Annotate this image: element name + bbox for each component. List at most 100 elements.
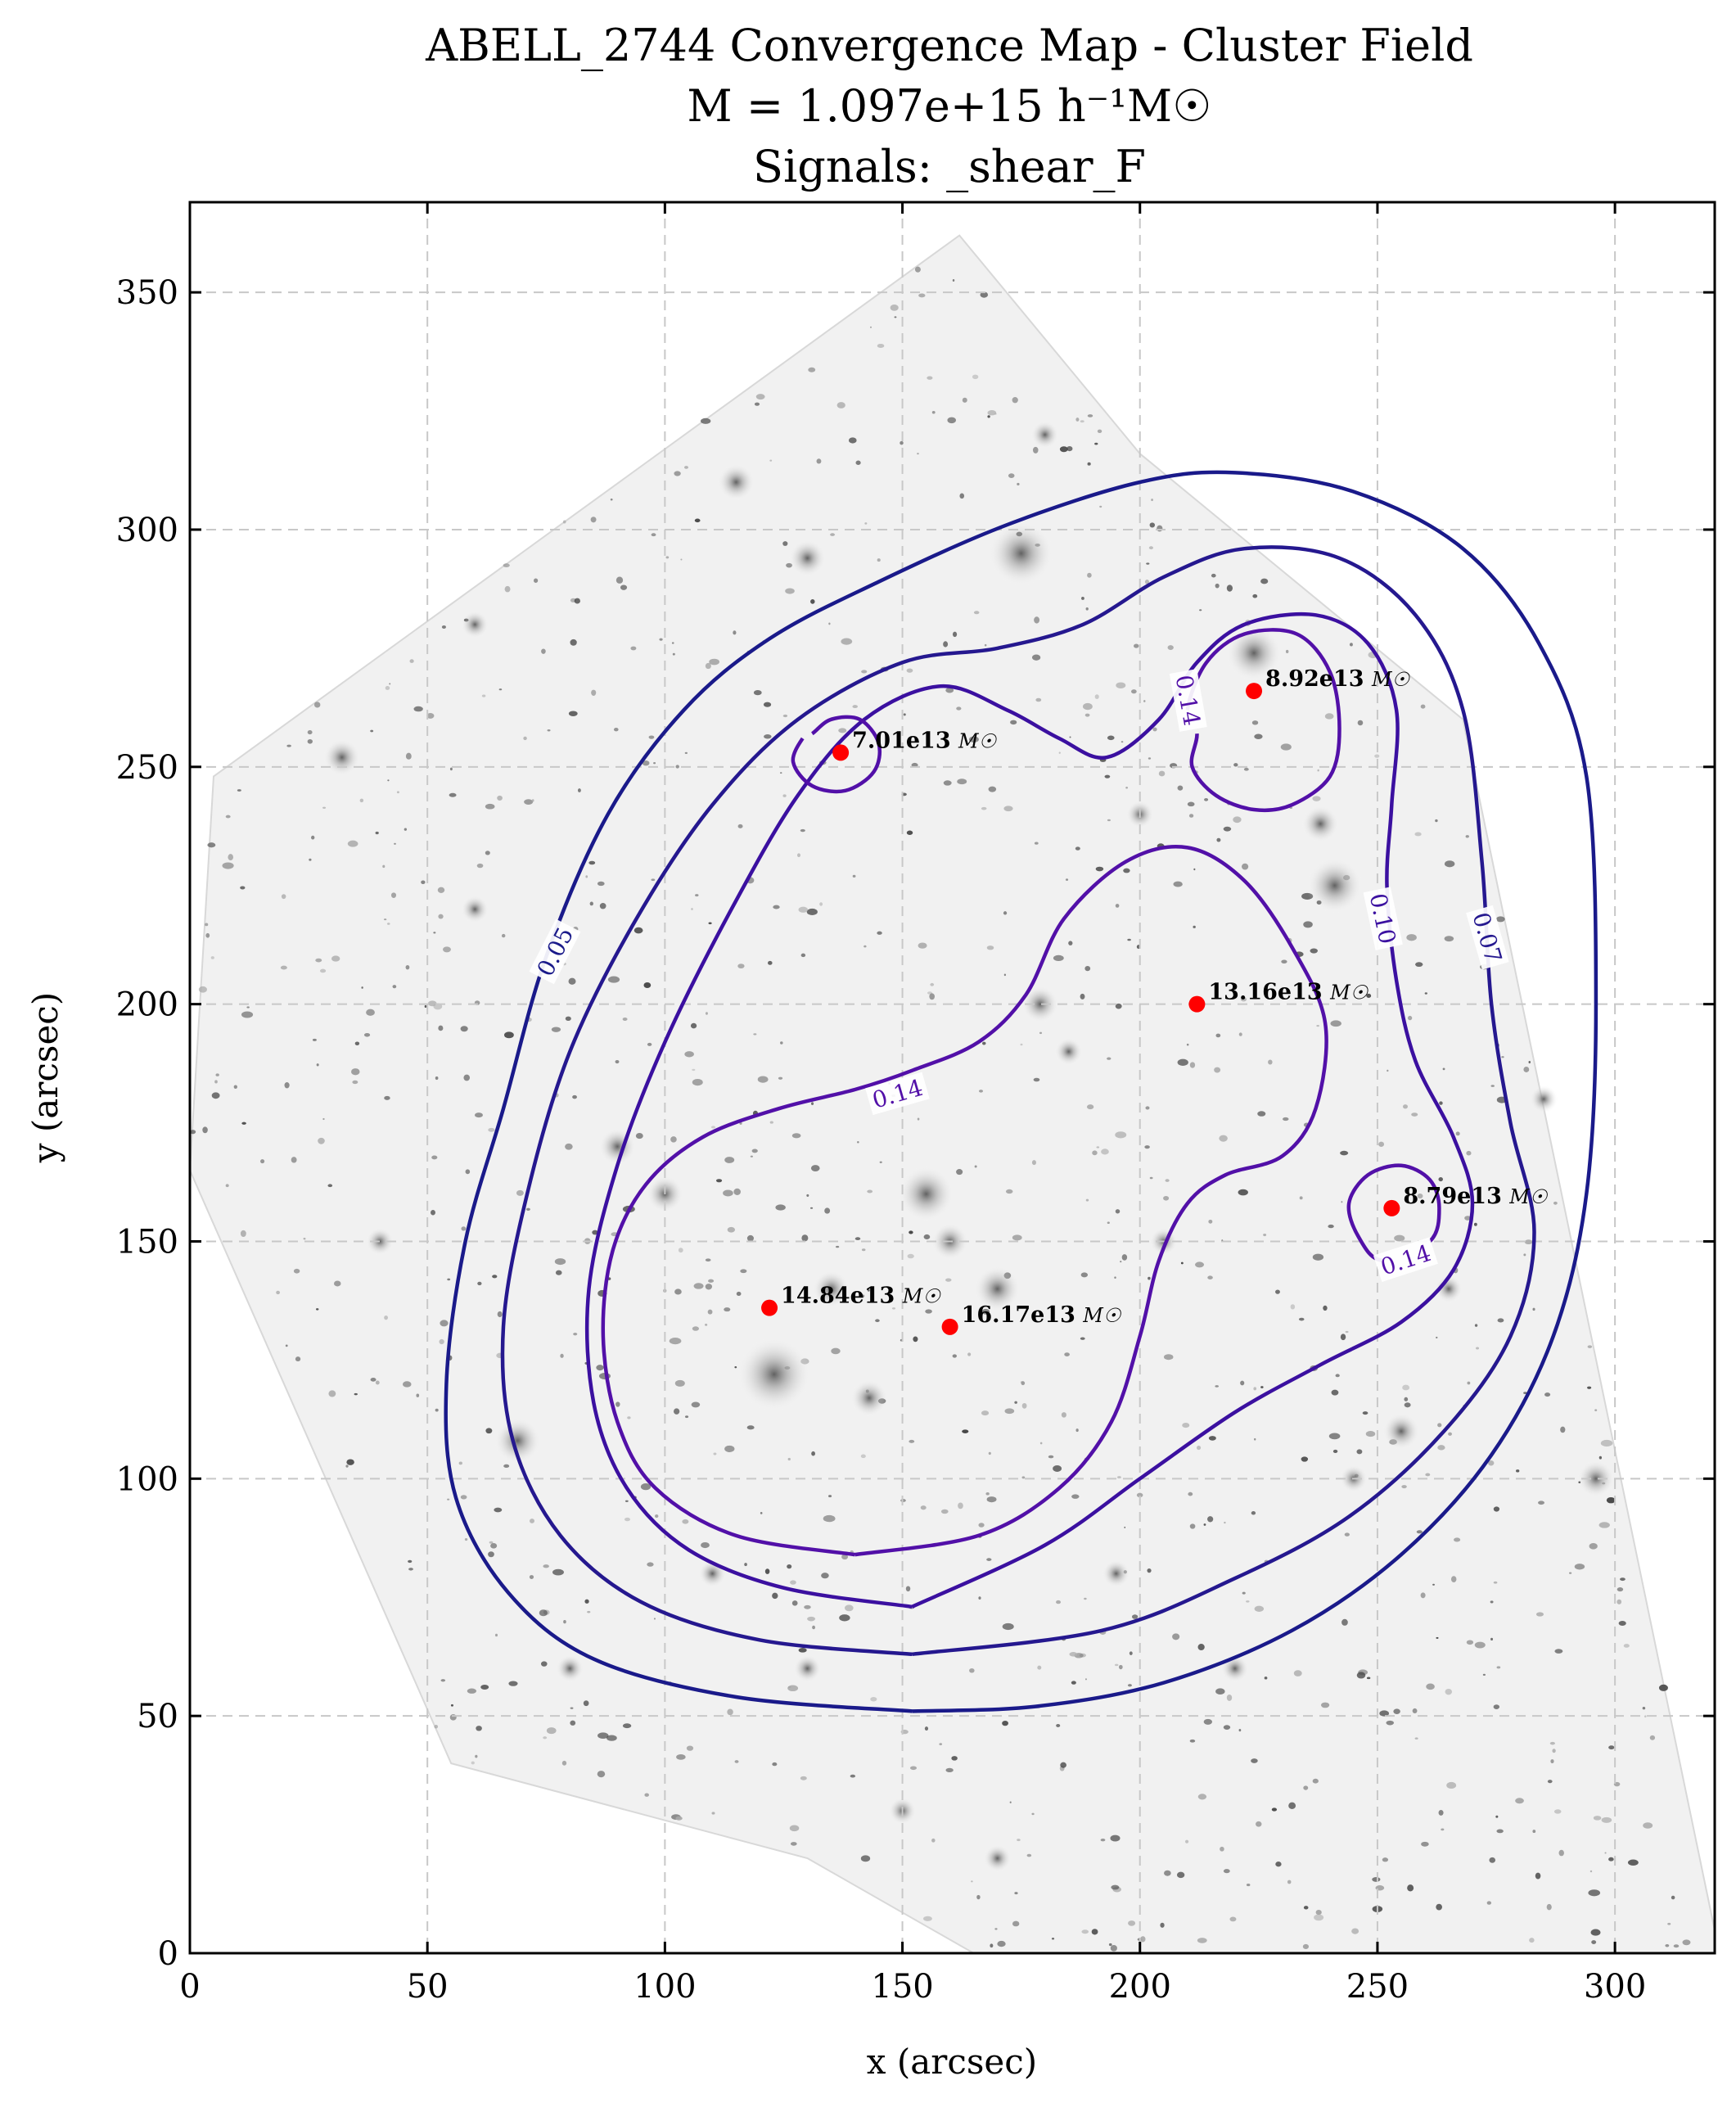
field-speck [978, 1523, 985, 1528]
field-speck [1035, 697, 1042, 702]
field-speck [438, 1025, 444, 1031]
field-speck [1608, 1857, 1614, 1862]
peak-mass-unit: M☉ [902, 1285, 942, 1308]
field-speck [924, 1726, 929, 1731]
field-speck [447, 1278, 451, 1281]
field-speck [1031, 654, 1041, 661]
field-speck [1134, 643, 1139, 648]
field-speck [809, 1207, 814, 1209]
field-speck [711, 1812, 715, 1815]
field-speck [1414, 832, 1422, 837]
field-speck [683, 466, 688, 469]
field-speck [361, 986, 363, 989]
contour-label-bg [865, 1072, 930, 1116]
field-speck [1012, 1234, 1022, 1241]
field-speck [875, 1319, 880, 1323]
field-speck [1115, 904, 1120, 908]
field-speck [1208, 1436, 1216, 1441]
field-speck [914, 266, 921, 273]
field-speck [773, 905, 780, 909]
field-speck [1474, 1324, 1478, 1327]
contour-label-bg [529, 918, 581, 985]
field-speck [967, 1352, 972, 1356]
field-speck [1620, 1577, 1626, 1582]
field-speck [1039, 1031, 1043, 1035]
field-speck [670, 1136, 677, 1143]
field-speck [917, 1117, 920, 1121]
galaxy-glow [322, 738, 361, 777]
field-speck [1060, 1762, 1066, 1768]
field-speck [1129, 1651, 1133, 1655]
field-speck [1080, 1272, 1089, 1278]
field-speck [907, 1253, 914, 1259]
field-speck [877, 343, 885, 348]
field-speck [1004, 1408, 1015, 1415]
field-speck [994, 413, 997, 415]
contour-label-bg [1373, 1237, 1438, 1283]
field-speck [504, 1031, 514, 1039]
field-speck [1515, 1798, 1524, 1804]
field-speck [1588, 1889, 1601, 1897]
field-speck [753, 1033, 757, 1036]
field-speck [690, 1022, 697, 1029]
field-speck [1490, 1637, 1494, 1641]
field-speck [1406, 934, 1417, 941]
field-speck [389, 683, 391, 685]
field-speck [674, 1288, 682, 1295]
field-speck [225, 815, 231, 819]
field-speck [734, 1760, 739, 1763]
field-speck [1287, 1880, 1292, 1884]
field-speck [945, 688, 954, 693]
field-speck [458, 1461, 462, 1465]
field-speck [214, 1080, 218, 1084]
field-speck [591, 689, 597, 696]
field-speck [284, 1081, 290, 1089]
field-speck [497, 1311, 503, 1318]
field-speck [1532, 1830, 1536, 1834]
field-speck [495, 1633, 498, 1637]
field-speck [1281, 959, 1287, 964]
galaxy-glow [788, 539, 827, 577]
field-speck [909, 1766, 918, 1771]
field-image-speckle [190, 266, 1691, 1952]
field-speck [1014, 1892, 1018, 1895]
field-speck [311, 835, 315, 840]
field-speck [1598, 1522, 1610, 1528]
field-speck [1387, 1069, 1389, 1072]
galaxy-glow [717, 463, 755, 502]
field-speck [1246, 1884, 1251, 1887]
field-speck [1220, 1846, 1224, 1852]
field-speck [615, 1059, 620, 1064]
field-speck [525, 1207, 530, 1211]
field-speck [917, 453, 919, 455]
field-speck [211, 1092, 220, 1099]
field-speck [723, 1189, 733, 1197]
field-speck [828, 622, 831, 625]
field-speck [590, 517, 597, 523]
field-speck [1254, 733, 1263, 739]
x-tick-label: 0 [179, 1968, 200, 2006]
field-speck [1617, 1586, 1624, 1592]
field-speck [351, 1068, 360, 1076]
field-speck [1550, 1759, 1554, 1764]
galaxy-glow [494, 1416, 542, 1464]
field-speck [1184, 1839, 1189, 1844]
field-speck [370, 729, 374, 733]
field-speck [1464, 1216, 1472, 1221]
field-speck [1104, 774, 1111, 778]
field-speck [592, 1230, 598, 1235]
field-speck [1118, 1664, 1123, 1670]
chart-title-line-1: ABELL_2744 Convergence Map - Cluster Fie… [425, 20, 1473, 71]
field-speck [620, 584, 628, 590]
field-speck [434, 1725, 439, 1729]
field-speck [551, 1027, 561, 1032]
field-speck [956, 1169, 963, 1176]
field-speck [785, 588, 795, 594]
field-speck [435, 1408, 439, 1412]
field-speck [476, 1726, 482, 1731]
field-speck [710, 1126, 716, 1129]
field-speck [1335, 1374, 1340, 1378]
chart-title-line-2: M = 1.097e+15 h⁻¹M☉ [687, 80, 1211, 132]
field-speck [918, 293, 926, 298]
field-speck [394, 842, 396, 845]
